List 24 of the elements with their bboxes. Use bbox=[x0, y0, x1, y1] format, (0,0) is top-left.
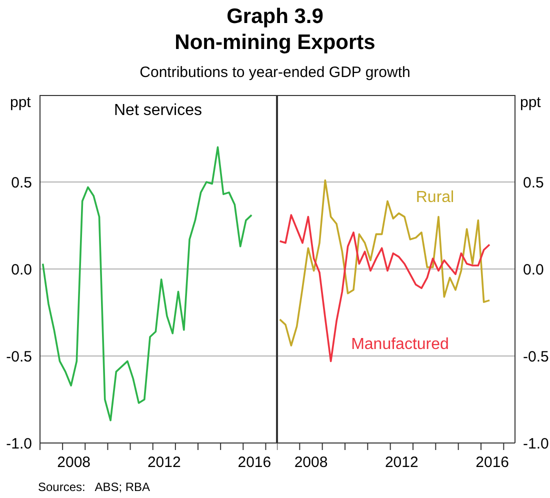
y-tick-label: -1.0 bbox=[6, 435, 32, 452]
y-tick-label: -0.5 bbox=[6, 348, 32, 366]
y2-axis-title: ppt bbox=[520, 94, 541, 111]
y-tick-label: 0.5 bbox=[11, 174, 32, 192]
series-label: Manufactured bbox=[350, 336, 450, 354]
y-axis-title: ppt bbox=[10, 94, 31, 111]
x-tick-label: 2016 bbox=[238, 454, 272, 471]
x-tick-label: 2008 bbox=[294, 454, 328, 471]
chart-subtitle: Contributions to year-ended GDP growth bbox=[138, 64, 412, 81]
x-tick-label: 2012 bbox=[147, 454, 181, 471]
y2-tick-label: 0.0 bbox=[523, 261, 544, 278]
series-label: Rural bbox=[414, 189, 456, 207]
source-note: Sources: ABS; RBA bbox=[38, 480, 150, 494]
line-series bbox=[42, 146, 253, 422]
text: Net services bbox=[112, 102, 204, 120]
line-series bbox=[278, 214, 490, 362]
x-tick-label: 2016 bbox=[476, 454, 510, 471]
chart-title: Graph 3.9 Non-mining Exports bbox=[174, 4, 376, 56]
y2-tick-label: -1.0 bbox=[523, 435, 549, 452]
y2-tick-label: -0.5 bbox=[523, 348, 549, 366]
x-tick-label: 2012 bbox=[384, 454, 418, 471]
x-tick-label: 2008 bbox=[57, 454, 91, 471]
y-tick-label: 0.0 bbox=[11, 261, 32, 278]
y2-tick-label: 0.5 bbox=[523, 174, 544, 192]
